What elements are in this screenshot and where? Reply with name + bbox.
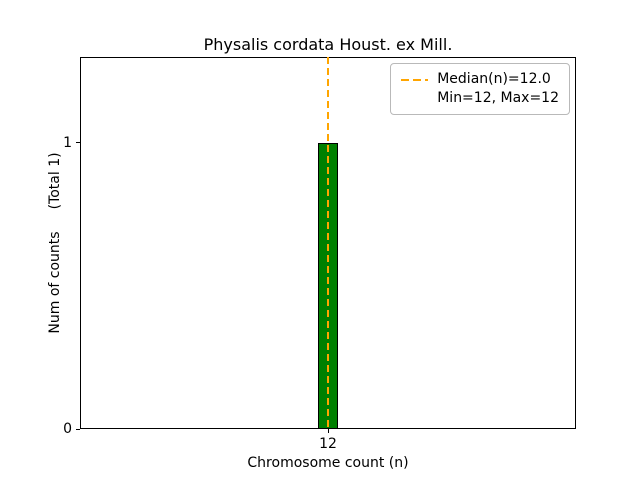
y-axis-total-note: (Total 1) [47, 152, 63, 210]
legend: Median(n)=12.0 Min=12, Max=12 [390, 63, 570, 115]
legend-median-label: Median(n)=12.0 [437, 71, 551, 87]
y-tick-mark-1 [76, 142, 80, 144]
legend-row-minmax: Min=12, Max=12 [401, 89, 559, 108]
y-tick-label-1: 1 [63, 134, 72, 151]
legend-row-median: Median(n)=12.0 [401, 70, 559, 89]
x-tick-label-12: 12 [319, 436, 337, 452]
legend-minmax-label: Min=12, Max=12 [437, 90, 559, 106]
x-axis-label: Chromosome count (n) [247, 455, 409, 471]
median-line [327, 57, 329, 429]
y-tick-label-0: 0 [63, 421, 72, 437]
y-axis-label-text: Num of counts [47, 231, 63, 334]
median-dashed-line-icon [401, 78, 429, 81]
x-tick-mark-12 [327, 429, 329, 433]
chart-title: Physalis cordata Houst. ex Mill. [203, 35, 453, 54]
y-axis-label: Num of counts (Total 1) [47, 152, 63, 333]
y-tick-mark-0 [76, 428, 80, 430]
